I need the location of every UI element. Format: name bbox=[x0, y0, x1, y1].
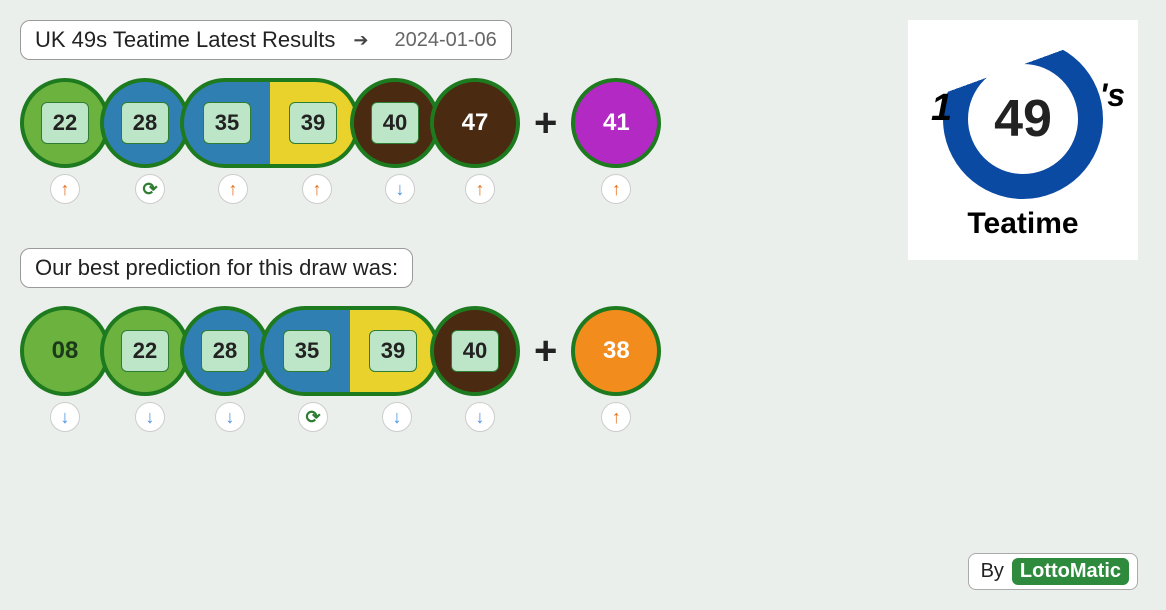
number-box: 22 bbox=[41, 102, 89, 144]
credit-brand: LottoMatic bbox=[1012, 558, 1129, 585]
trend-down-icon: ↓ bbox=[135, 402, 165, 432]
prediction-section: Our best prediction for this draw was: 0… bbox=[20, 248, 1146, 432]
ball-slot: 08 ↓ bbox=[20, 306, 110, 432]
trend-up-icon: ↑ bbox=[302, 174, 332, 204]
trend-sync-icon: ⟳ bbox=[135, 174, 165, 204]
trend-up-icon: ↑ bbox=[465, 174, 495, 204]
bonus-ball-slot: 41 ↑ bbox=[571, 78, 661, 204]
ball: 35 bbox=[260, 306, 350, 396]
trend-down-icon: ↓ bbox=[382, 402, 412, 432]
number-box: 39 bbox=[289, 102, 337, 144]
ball-slot: 40 ↓ bbox=[360, 78, 440, 204]
results-title: UK 49s Teatime Latest Results bbox=[35, 27, 335, 53]
number-plain: 38 bbox=[603, 337, 630, 365]
linked-pair: 35 39 bbox=[180, 78, 360, 168]
number-plain: 41 bbox=[603, 109, 630, 137]
ball-slot: 28 ↓ bbox=[190, 306, 270, 432]
credit-badge: By LottoMatic bbox=[968, 553, 1138, 590]
ball: 22 bbox=[20, 78, 110, 168]
credit-by: By bbox=[981, 560, 1004, 583]
prediction-title-pill: Our best prediction for this draw was: bbox=[20, 248, 413, 288]
prediction-title: Our best prediction for this draw was: bbox=[35, 255, 398, 281]
number-box: 40 bbox=[371, 102, 419, 144]
ball-slot: 22 ↓ bbox=[110, 306, 190, 432]
number-box: 28 bbox=[201, 330, 249, 372]
number-box: 39 bbox=[369, 330, 417, 372]
ball-slot: 22 ↑ bbox=[20, 78, 110, 204]
ball: 40 bbox=[350, 78, 440, 168]
plus-icon: + bbox=[534, 329, 557, 374]
ball-slot: 40 ↓ bbox=[440, 306, 520, 432]
ball: 39 bbox=[270, 78, 360, 168]
trend-sync-icon: ⟳ bbox=[298, 402, 328, 432]
plus-icon: + bbox=[534, 101, 557, 146]
number-box: 22 bbox=[121, 330, 169, 372]
results-date: 2024-01-06 bbox=[395, 29, 497, 52]
number-box: 35 bbox=[203, 102, 251, 144]
arrow-right-icon: ➔ bbox=[353, 30, 368, 51]
ball: 22 bbox=[100, 306, 190, 396]
trend-down-icon: ↓ bbox=[465, 402, 495, 432]
trend-down-icon: ↓ bbox=[385, 174, 415, 204]
trend-down-icon: ↓ bbox=[215, 402, 245, 432]
linked-pair: 35 39 bbox=[260, 306, 440, 396]
bonus-ball: 38 bbox=[571, 306, 661, 396]
logo-label: Teatime bbox=[967, 207, 1078, 241]
logo-ball-icon: 1 49 's bbox=[943, 39, 1103, 199]
ball-slot: 47 ↑ bbox=[440, 78, 520, 204]
trend-up-icon: ↑ bbox=[50, 174, 80, 204]
ball-pair-slot: 3539⟳↓ bbox=[270, 306, 440, 432]
logo-suffix: 's bbox=[1100, 77, 1125, 114]
ball-slot: 28 ⟳ bbox=[110, 78, 190, 204]
ball: 08 bbox=[20, 306, 110, 396]
ball-pair-slot: 3539↑↑ bbox=[190, 78, 360, 204]
pair-trend-row: ↑↑ bbox=[218, 168, 332, 204]
lottery-logo: 1 49 's Teatime bbox=[908, 20, 1138, 260]
number-box: 35 bbox=[283, 330, 331, 372]
logo-one: 1 bbox=[931, 87, 952, 130]
bonus-ball-slot: 38 ↑ bbox=[571, 306, 661, 432]
number-plain: 08 bbox=[52, 337, 79, 365]
trend-up-icon: ↑ bbox=[601, 402, 631, 432]
number-box: 28 bbox=[121, 102, 169, 144]
logo-number: 49 bbox=[968, 64, 1078, 174]
ball: 28 bbox=[180, 306, 270, 396]
prediction-row: 08↓22↓28↓3539⟳↓40↓+38↑ bbox=[20, 306, 1146, 432]
number-box: 40 bbox=[451, 330, 499, 372]
ball: 47 bbox=[430, 78, 520, 168]
ball: 40 bbox=[430, 306, 520, 396]
pair-trend-row: ⟳↓ bbox=[298, 396, 412, 432]
trend-up-icon: ↑ bbox=[601, 174, 631, 204]
number-plain: 47 bbox=[462, 109, 489, 137]
trend-up-icon: ↑ bbox=[218, 174, 248, 204]
ball: 39 bbox=[350, 306, 440, 396]
results-header-pill: UK 49s Teatime Latest Results ➔ 2024-01-… bbox=[20, 20, 512, 60]
ball: 28 bbox=[100, 78, 190, 168]
ball: 35 bbox=[180, 78, 270, 168]
trend-down-icon: ↓ bbox=[50, 402, 80, 432]
bonus-ball: 41 bbox=[571, 78, 661, 168]
